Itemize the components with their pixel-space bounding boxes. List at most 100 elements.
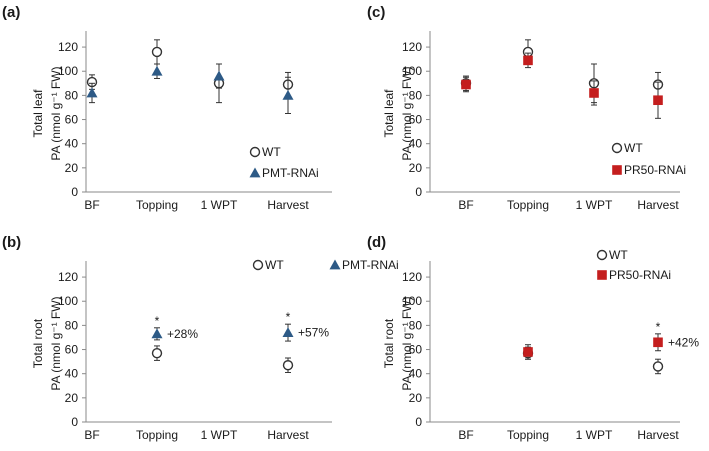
y-tick-label: 20 bbox=[409, 161, 423, 175]
y-axis-title-line1: Total root bbox=[382, 318, 396, 368]
y-tick-label: 80 bbox=[409, 318, 423, 332]
panel-label: (c) bbox=[367, 4, 385, 21]
wt-point bbox=[652, 361, 664, 372]
x-tick-label: Topping bbox=[136, 428, 178, 442]
y-tick-label: 0 bbox=[415, 185, 422, 199]
significance-star: * bbox=[656, 320, 661, 334]
y-tick-label: 120 bbox=[58, 270, 78, 284]
wt-point bbox=[151, 347, 163, 359]
wt-point bbox=[282, 360, 294, 371]
y-tick-label: 120 bbox=[58, 40, 78, 54]
pr50-rnai-point bbox=[653, 95, 663, 106]
pmt-rnai-legend-point bbox=[249, 167, 261, 178]
percent-change-label: +57% bbox=[298, 326, 329, 340]
y-tick-label: 80 bbox=[65, 88, 79, 102]
y-tick-label: 100 bbox=[58, 64, 78, 78]
pr50-rnai-point bbox=[653, 337, 663, 348]
percent-change-label: +42% bbox=[668, 335, 699, 349]
y-tick-label: 100 bbox=[402, 64, 422, 78]
y-tick-label: 100 bbox=[402, 294, 422, 308]
pr50-rnai-legend-point bbox=[597, 270, 607, 280]
panel-label: (d) bbox=[367, 234, 386, 251]
y-axis-title-line2: PA (nmol g⁻¹ FW) bbox=[49, 296, 63, 390]
panel-b: (b) 0 20 40 60 80 100 120 BF Topping 1 WPT Harvest T… bbox=[2, 234, 399, 442]
pmt-rnai-point bbox=[213, 70, 225, 81]
x-tick-label: Topping bbox=[507, 428, 549, 442]
panel-label: (a) bbox=[2, 4, 20, 21]
pmt-rnai-point bbox=[151, 328, 163, 339]
y-axis-title-line1: Total leaf bbox=[31, 89, 45, 138]
pmt-rnai-legend-point bbox=[329, 259, 341, 270]
legend-label: WT bbox=[624, 141, 643, 155]
x-tick-label: Harvest bbox=[637, 198, 679, 212]
x-tick-label: 1 WPT bbox=[201, 198, 238, 212]
pr50-rnai-point bbox=[589, 88, 599, 98]
y-tick-label: 20 bbox=[65, 391, 79, 405]
y-tick-label: 20 bbox=[65, 161, 79, 175]
x-tick-label: Harvest bbox=[637, 428, 679, 442]
wt-legend-point bbox=[252, 259, 264, 271]
x-tick-label: BF bbox=[84, 198, 99, 212]
panel-c: (c) 0 20 40 60 80 100 120 BF Topping 1 WPT Harvest T… bbox=[367, 4, 686, 212]
y-tick-label: 80 bbox=[65, 318, 79, 332]
y-tick-label: 40 bbox=[65, 137, 79, 151]
x-tick-label: Topping bbox=[136, 198, 178, 212]
y-tick-label: 120 bbox=[402, 270, 422, 284]
pmt-rnai-point bbox=[282, 89, 294, 100]
y-axis-title-line2: PA (nmol g⁻¹ FW) bbox=[400, 66, 414, 160]
y-tick-label: 40 bbox=[409, 367, 423, 381]
y-tick-label: 60 bbox=[65, 343, 79, 357]
y-tick-label: 60 bbox=[409, 343, 423, 357]
legend-label: WT bbox=[265, 258, 284, 272]
panel-label: (b) bbox=[2, 234, 21, 251]
pr50-rnai-legend-point bbox=[612, 165, 622, 175]
pmt-rnai-point bbox=[282, 327, 294, 338]
x-tick-label: BF bbox=[458, 198, 473, 212]
y-tick-label: 80 bbox=[409, 88, 423, 102]
legend-label: PR50-RNAi bbox=[609, 268, 671, 282]
legend-label: PR50-RNAi bbox=[624, 163, 686, 177]
y-tick-label: 0 bbox=[71, 415, 78, 429]
wt-legend-point bbox=[249, 146, 261, 158]
x-tick-label: BF bbox=[458, 428, 473, 442]
legend-label: PMT-RNAi bbox=[342, 258, 399, 272]
wt-point bbox=[151, 46, 163, 58]
y-tick-label: 20 bbox=[409, 391, 423, 405]
panel-d: (d) 0 20 40 60 80 100 120 BF Topping 1 WPT Harvest T… bbox=[367, 234, 699, 442]
y-tick-label: 0 bbox=[415, 415, 422, 429]
y-axis-title-line1: Total leaf bbox=[382, 89, 396, 138]
y-axis-title-line2: PA (nmol g⁻¹ FW) bbox=[400, 296, 414, 390]
y-tick-label: 60 bbox=[65, 113, 79, 127]
x-tick-label: 1 WPT bbox=[576, 428, 613, 442]
x-tick-label: Harvest bbox=[267, 198, 309, 212]
pmt-rnai-point bbox=[86, 87, 98, 98]
x-tick-label: 1 WPT bbox=[201, 428, 238, 442]
significance-star: * bbox=[155, 314, 160, 328]
pr50-rnai-point bbox=[523, 347, 533, 357]
legend-label: PMT-RNAi bbox=[262, 166, 319, 180]
y-axis-title-line2: PA (nmol g⁻¹ FW) bbox=[49, 66, 63, 160]
panel-a: (a) 0 20 40 60 80 100 120 BF Topping 1 WPT Harvest T… bbox=[2, 4, 332, 212]
y-tick-label: 40 bbox=[65, 367, 79, 381]
percent-change-label: +28% bbox=[167, 327, 198, 341]
y-tick-label: 0 bbox=[71, 185, 78, 199]
y-tick-label: 40 bbox=[409, 137, 423, 151]
pr50-rnai-point bbox=[523, 55, 533, 66]
pr50-rnai-point bbox=[461, 79, 471, 90]
x-tick-label: Topping bbox=[507, 198, 549, 212]
wt-legend-point bbox=[611, 142, 623, 154]
legend-label: WT bbox=[262, 145, 281, 159]
x-tick-label: 1 WPT bbox=[576, 198, 613, 212]
y-tick-label: 100 bbox=[58, 294, 78, 308]
pmt-rnai-point bbox=[151, 65, 163, 76]
x-tick-label: BF bbox=[84, 428, 99, 442]
wt-legend-point bbox=[596, 249, 608, 261]
x-tick-label: Harvest bbox=[267, 428, 309, 442]
y-axis-title-line1: Total root bbox=[31, 318, 45, 368]
y-tick-label: 60 bbox=[409, 113, 423, 127]
legend-label: WT bbox=[609, 248, 628, 262]
significance-star: * bbox=[286, 310, 291, 324]
y-tick-label: 120 bbox=[402, 40, 422, 54]
